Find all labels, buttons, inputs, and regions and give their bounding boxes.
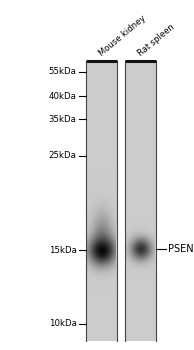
Text: 40kDa: 40kDa [49, 92, 77, 101]
Text: PSENEN: PSENEN [168, 244, 194, 253]
Text: 25kDa: 25kDa [49, 151, 77, 160]
Text: 35kDa: 35kDa [49, 114, 77, 124]
Text: 10kDa: 10kDa [49, 319, 77, 328]
Text: Mouse kidney: Mouse kidney [97, 13, 147, 58]
Text: 15kDa: 15kDa [49, 246, 77, 255]
Text: 55kDa: 55kDa [49, 67, 77, 76]
Text: Rat spleen: Rat spleen [136, 22, 176, 58]
